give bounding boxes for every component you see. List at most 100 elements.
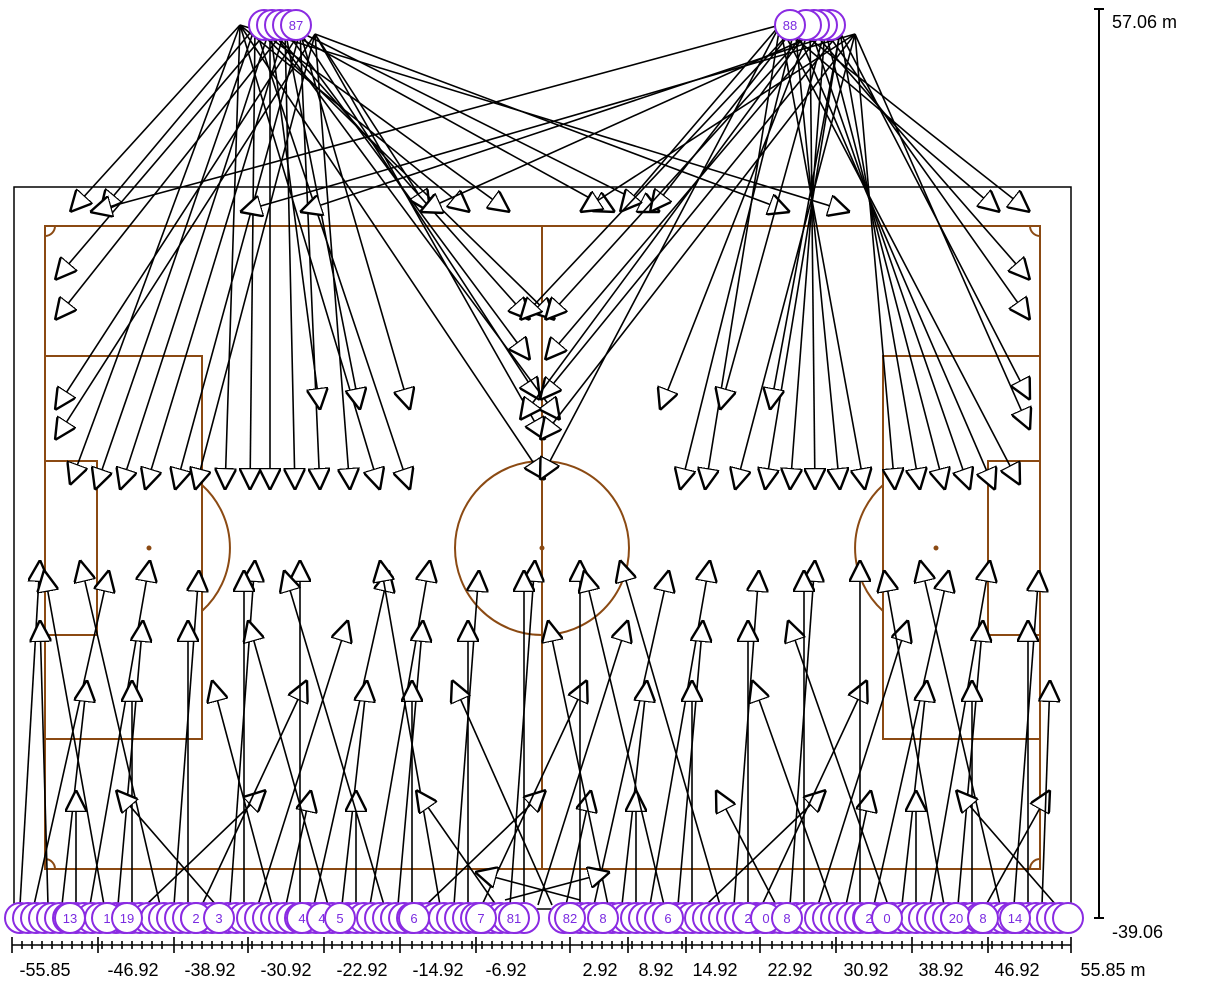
bottom-pole-label: 20 <box>949 911 963 926</box>
aim-line <box>90 24 781 212</box>
aim-line <box>720 29 826 410</box>
corner-arc-bl <box>44 858 56 870</box>
bottom-pole-label: 7 <box>477 911 484 926</box>
aim-line <box>839 31 920 490</box>
aim-line <box>548 620 609 906</box>
x-tick-label: 46.92 <box>994 960 1039 980</box>
aim-line <box>70 24 241 212</box>
aim-line <box>229 560 255 906</box>
y-dimension <box>1094 8 1104 919</box>
left-goal-box <box>44 460 98 636</box>
aim-line <box>44 570 105 906</box>
bottom-pole-label: 0 <box>883 911 890 926</box>
aim-line <box>116 790 217 906</box>
right-penalty-arc <box>854 484 884 612</box>
aim-line <box>314 33 790 212</box>
aim-line <box>854 33 895 490</box>
aim-line <box>239 24 850 212</box>
aim-line <box>269 27 560 420</box>
aim-line <box>201 680 307 906</box>
left-penalty-arc <box>201 484 231 612</box>
aim-line <box>545 29 826 360</box>
aim-line <box>40 620 48 906</box>
bottom-pole-circle <box>203 902 235 934</box>
bottom-pole-label: 3 <box>215 911 222 926</box>
aim-line <box>254 26 555 320</box>
aim-line <box>300 31 841 212</box>
bottom-pole-circle <box>587 902 619 934</box>
aim-line <box>824 29 945 490</box>
aim-line <box>284 29 615 212</box>
aim-line <box>854 33 1030 430</box>
aim-line <box>677 620 703 906</box>
aim-line <box>660 27 811 410</box>
aim-line <box>957 620 983 906</box>
aim-line <box>452 680 553 906</box>
bottom-pole-circle <box>54 902 86 934</box>
aim-line <box>285 790 311 906</box>
aim-line <box>593 570 669 906</box>
bottom-pole-label: 6 <box>410 911 417 926</box>
aim-line <box>285 29 295 490</box>
bottom-pole-circle <box>652 902 684 934</box>
bottom-pole-circle <box>871 902 903 934</box>
aim-line <box>380 560 441 906</box>
bottom-pole-label: 4 <box>298 911 305 926</box>
aim-line <box>540 33 856 440</box>
aim-line <box>765 31 841 490</box>
aim-line <box>55 27 271 280</box>
aim-line <box>341 680 367 906</box>
aim-line <box>254 26 410 490</box>
x-tick-label: -55.85 <box>19 960 70 980</box>
aim-line <box>770 31 841 410</box>
bottom-pole-label: 2 <box>865 911 872 926</box>
bottom-pole-circle <box>999 902 1031 934</box>
bottom-pole-label: 2 <box>744 911 751 926</box>
x-tick-label: -14.92 <box>412 960 463 980</box>
aim-line <box>19 560 40 906</box>
aim-line <box>225 24 241 490</box>
aim-line <box>649 560 710 906</box>
aim-line <box>369 560 430 906</box>
aim-line <box>584 570 665 906</box>
bottom-pole-label: 5 <box>336 911 343 926</box>
aim-line <box>680 26 796 490</box>
bottom-pole-label: 8 <box>599 911 606 926</box>
top-pole-label: 88 <box>783 18 797 33</box>
aim-line <box>313 570 389 906</box>
aim-line <box>240 33 856 212</box>
aim-line <box>239 24 470 212</box>
aim-line <box>284 29 360 410</box>
aim-line <box>540 31 841 400</box>
corner-arc-tl <box>44 225 56 237</box>
x-tick-label: 2.92 <box>582 960 617 980</box>
aim-line <box>248 620 329 906</box>
right-goal-box <box>987 460 1041 636</box>
bottom-pole-label: 1 <box>103 911 110 926</box>
aim-line <box>100 26 256 212</box>
aim-line <box>794 26 1030 212</box>
aim-line <box>299 31 410 410</box>
aim-line <box>239 24 545 480</box>
aim-line <box>789 560 815 906</box>
aiming-lines <box>19 24 1056 906</box>
aim-line <box>716 790 777 906</box>
aim-line <box>621 680 647 906</box>
aim-line <box>55 33 316 440</box>
aim-line <box>299 31 320 490</box>
x-dimension <box>11 937 1072 953</box>
aim-line <box>779 24 865 490</box>
aim-line <box>565 790 591 906</box>
bottom-pole-circle <box>498 902 530 934</box>
x-tick-label: 22.92 <box>767 960 812 980</box>
aim-line <box>257 620 348 906</box>
aim-line <box>810 27 815 490</box>
bottom-pole-label: 19 <box>120 911 134 926</box>
aim-line <box>1013 570 1039 906</box>
bottom-pole-label: 13 <box>63 911 77 926</box>
bottom-pole-circle <box>111 902 143 934</box>
aim-line <box>580 33 856 212</box>
aim-line <box>212 680 273 906</box>
bottom-pole-label: 82 <box>563 911 577 926</box>
